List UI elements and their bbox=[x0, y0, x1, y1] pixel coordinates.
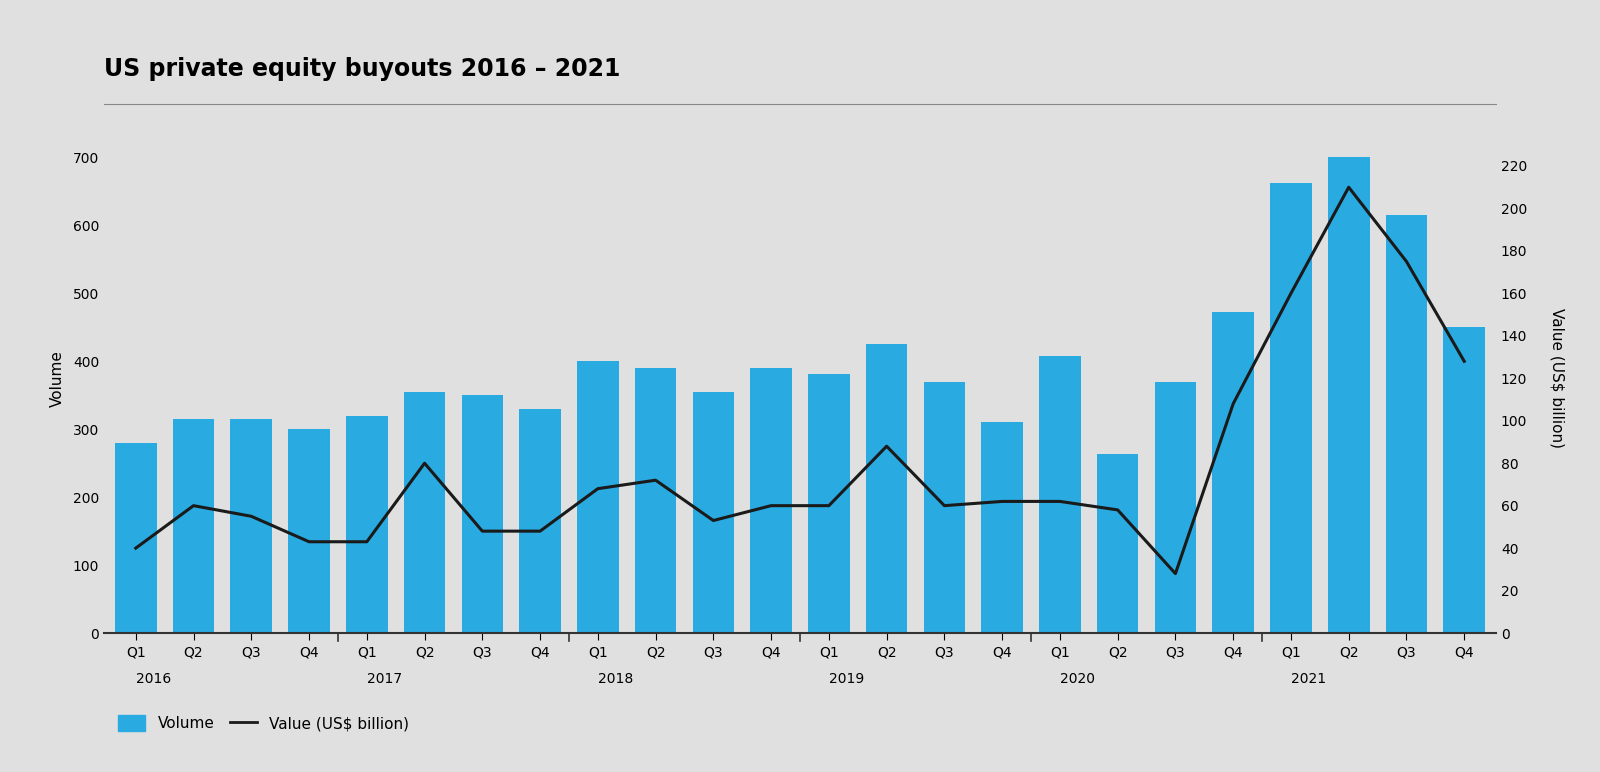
Bar bbox=[1155, 381, 1197, 633]
Text: 2017: 2017 bbox=[366, 672, 402, 686]
Bar bbox=[981, 422, 1022, 633]
Text: 2016: 2016 bbox=[136, 672, 171, 686]
Bar bbox=[866, 344, 907, 633]
Text: 2018: 2018 bbox=[598, 672, 634, 686]
Bar bbox=[693, 392, 734, 633]
Y-axis label: Volume: Volume bbox=[50, 350, 64, 407]
Bar bbox=[461, 395, 502, 633]
Bar bbox=[520, 409, 562, 633]
Bar bbox=[808, 374, 850, 633]
Bar bbox=[1038, 356, 1080, 633]
Bar bbox=[1098, 455, 1139, 633]
Bar bbox=[1270, 183, 1312, 633]
Bar bbox=[1443, 327, 1485, 633]
Bar bbox=[1386, 215, 1427, 633]
Bar bbox=[578, 361, 619, 633]
Text: 2021: 2021 bbox=[1291, 672, 1326, 686]
Bar bbox=[750, 368, 792, 633]
Bar bbox=[173, 419, 214, 633]
Bar bbox=[1213, 313, 1254, 633]
Bar bbox=[346, 415, 387, 633]
Y-axis label: Value (US$ billion): Value (US$ billion) bbox=[1549, 308, 1565, 449]
Bar bbox=[230, 419, 272, 633]
Text: 2020: 2020 bbox=[1059, 672, 1094, 686]
Text: 2019: 2019 bbox=[829, 672, 864, 686]
Bar bbox=[288, 429, 330, 633]
Bar bbox=[923, 381, 965, 633]
Bar bbox=[403, 392, 445, 633]
Legend: Volume, Value (US$ billion): Volume, Value (US$ billion) bbox=[112, 709, 416, 737]
Text: US private equity buyouts 2016 – 2021: US private equity buyouts 2016 – 2021 bbox=[104, 57, 621, 81]
Bar bbox=[635, 368, 677, 633]
Bar bbox=[1328, 157, 1370, 633]
Bar bbox=[115, 443, 157, 633]
